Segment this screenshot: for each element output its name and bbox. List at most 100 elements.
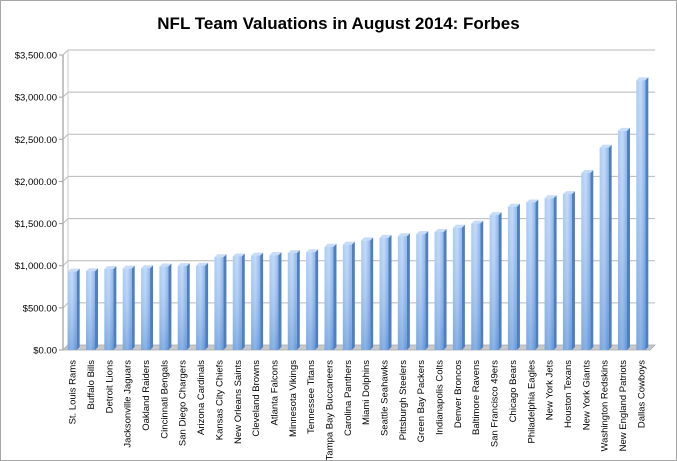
bar-side	[223, 254, 227, 350]
bar-shade	[86, 271, 96, 350]
bar-top	[269, 252, 282, 256]
bar-side	[205, 262, 209, 350]
bar-shade	[361, 240, 371, 350]
bar-shade	[397, 236, 407, 350]
y-tick-label: $1,000.00	[15, 261, 57, 272]
bar-top	[177, 263, 190, 267]
bar-shade	[287, 253, 297, 350]
bar-side	[296, 250, 300, 350]
bar-shade	[581, 173, 591, 350]
bar-top	[434, 229, 447, 232]
bar-shade	[452, 227, 462, 350]
x-tick-label: Cleveland Browns	[251, 360, 262, 437]
bar-side	[333, 243, 337, 350]
bar-top	[122, 265, 135, 269]
bar-side	[351, 241, 355, 350]
x-tick-label: Carolina Panthers	[343, 360, 354, 436]
bar-top	[324, 243, 337, 247]
bar-shade	[526, 202, 536, 350]
bar-side	[370, 237, 374, 350]
bar-side	[608, 144, 612, 350]
bar-top	[141, 265, 154, 269]
bar-shade	[141, 268, 151, 350]
gridline-diagonal	[62, 133, 69, 140]
bar-side	[590, 170, 594, 350]
bar-shade	[617, 130, 627, 350]
bar-top	[342, 241, 355, 245]
x-tick-label: Oakland Raiders	[141, 360, 152, 431]
bar-shade	[562, 194, 572, 350]
bar-shade	[104, 269, 114, 350]
bar-top	[617, 127, 630, 131]
bar-shade	[159, 266, 169, 350]
bar-side	[315, 249, 319, 350]
x-tick-label: Chicago Bears	[508, 360, 519, 423]
bar-side	[150, 265, 154, 350]
gridline-diagonal	[62, 302, 69, 309]
bar-top	[251, 252, 264, 256]
bar-side	[113, 266, 117, 350]
x-tick-label: Philadelphia Eagles	[526, 360, 537, 444]
bar-shade	[471, 223, 481, 350]
x-tick-label: Dallas Cowboys	[636, 360, 647, 428]
bar-shade	[67, 271, 77, 350]
x-tick-label: Pittsburgh Steelers	[398, 360, 409, 441]
bar-top	[599, 144, 612, 148]
y-tick-label: $3,500.00	[15, 51, 57, 62]
gridline-diagonal	[62, 260, 69, 267]
bar-top	[159, 263, 172, 267]
x-tick-label: Detroit Lions	[104, 360, 115, 414]
x-tick-label: Houston Texans	[563, 360, 574, 428]
x-tick-label: Cincinnati Bengals	[159, 360, 170, 439]
bar-top	[67, 268, 80, 272]
chart-title: NFL Team Valuations in August 2014: Forb…	[157, 14, 520, 33]
x-tick-label: Minnesota Vikings	[288, 360, 299, 437]
bar-side	[260, 252, 264, 350]
bar-side	[186, 263, 190, 350]
bar-top	[104, 266, 117, 270]
bar-side	[498, 212, 502, 350]
x-tick-label: San Diego Chargers	[178, 360, 189, 446]
bar-shade	[269, 255, 279, 350]
bar-top	[544, 195, 557, 199]
bar-top	[287, 250, 300, 254]
bar-shade	[379, 237, 389, 350]
bar-side	[278, 252, 282, 350]
bar-side	[626, 127, 630, 350]
bar-top	[416, 231, 429, 235]
gridline-diagonal	[62, 218, 69, 224]
bar-top	[397, 233, 410, 237]
x-tick-label: St. Louis Rams	[68, 360, 79, 425]
bar-shade	[416, 234, 426, 350]
bar-side	[241, 253, 245, 350]
bar-top	[196, 262, 209, 266]
bar-side	[76, 268, 80, 350]
x-tick-label: Tampa Bay Buccaneers	[324, 360, 335, 461]
y-tick-label: $0.00	[33, 346, 57, 357]
bar-shade	[489, 215, 499, 350]
bar-top	[471, 220, 484, 224]
bar-side	[571, 191, 575, 350]
x-tick-label: Washington Redskins	[600, 360, 611, 452]
bar-top	[581, 170, 594, 173]
x-tick-label: Arizona Cardinals	[196, 360, 207, 435]
bar-top	[379, 234, 392, 238]
x-tick-label: Indianapolis Colts	[435, 360, 446, 435]
x-tick-label: Baltimore Ravens	[471, 360, 482, 435]
bar-side	[443, 229, 447, 350]
y-tick-label: $500.00	[23, 303, 57, 314]
bar-top	[306, 249, 319, 253]
x-tick-label: Atlanta Falcons	[269, 360, 280, 426]
x-tick-label: Jacksonville Jaguars	[123, 360, 134, 448]
bar-side	[516, 203, 520, 350]
bar-shade	[122, 268, 132, 350]
y-tick-label: $2,500.00	[15, 135, 57, 146]
bar-shade	[342, 244, 352, 350]
y-tick-label: $1,500.00	[15, 219, 57, 230]
x-tick-label: Seattle Seahawks	[380, 360, 391, 436]
x-tick-label: New Orleans Saints	[233, 360, 244, 444]
x-tick-label: New York Giants	[581, 360, 592, 430]
y-tick-label: $3,000.00	[15, 93, 57, 104]
x-tick-label: Miami Dolphins	[361, 360, 372, 425]
